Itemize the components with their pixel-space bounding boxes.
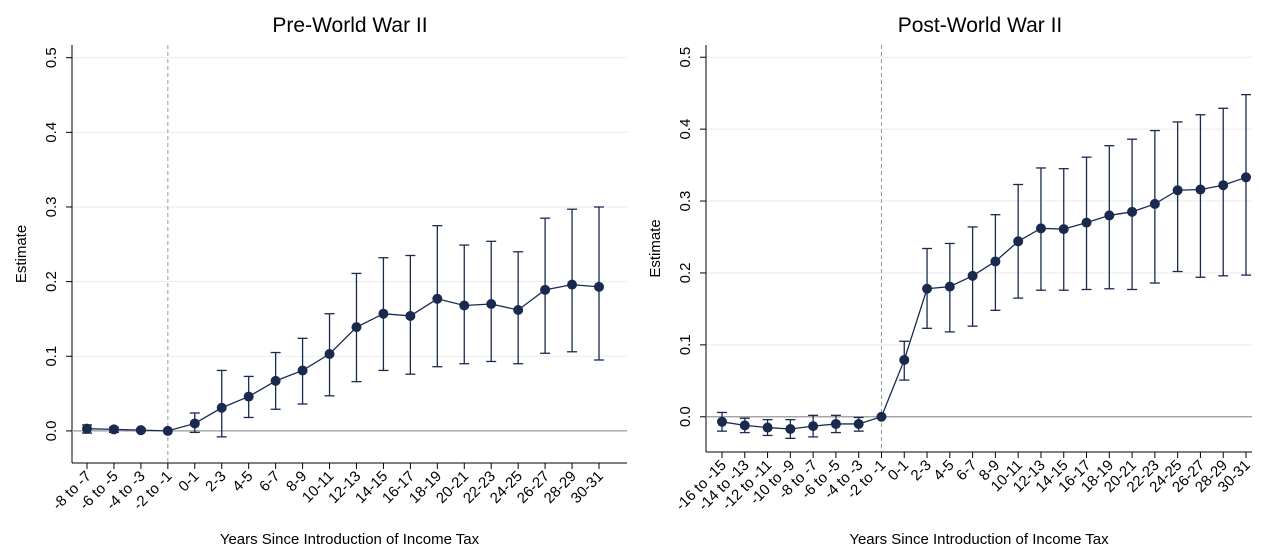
point: [324, 349, 335, 360]
point: [459, 300, 470, 311]
panel: Pre-World War II 0.0 0.1 0.2 0.3 0.4 0.5 Estima…: [13, 14, 627, 548]
point: [135, 425, 146, 436]
point: [270, 375, 281, 386]
point: [1218, 180, 1229, 191]
line: [86, 283, 600, 432]
point: [594, 281, 604, 292]
y-tick-label: 0.5: [43, 47, 60, 68]
point: [1241, 172, 1251, 183]
point: [1127, 206, 1138, 217]
y-tick-label: 0.1: [43, 346, 60, 367]
point: [785, 423, 796, 434]
point: [243, 391, 254, 402]
point: [967, 270, 978, 281]
point: [216, 402, 227, 413]
point: [162, 425, 173, 436]
point: [513, 304, 524, 315]
y-tick-label: 0.3: [677, 191, 694, 212]
y-tick-label: 0.2: [43, 271, 60, 292]
point: [990, 256, 1001, 267]
point: [1058, 224, 1069, 235]
point: [405, 310, 416, 321]
point: [432, 293, 443, 304]
chart-title: Post-World War II: [898, 14, 1063, 37]
point: [762, 422, 773, 433]
point: [567, 279, 578, 290]
error-bar: [1218, 107, 1229, 277]
y-tick-label: 0.4: [677, 119, 694, 140]
chart-title: Pre-World War II: [272, 14, 427, 37]
error-bar: [1241, 93, 1251, 276]
point: [922, 283, 933, 294]
point: [297, 365, 308, 376]
point: [351, 322, 362, 333]
point: [853, 418, 864, 429]
point: [540, 284, 551, 295]
x-axis-title: Years Since Introduction of Income Tax: [220, 531, 480, 548]
point: [876, 411, 887, 422]
point: [1104, 210, 1115, 221]
point: [1035, 223, 1046, 234]
point: [486, 299, 497, 310]
y-tick-label: 0.2: [677, 263, 694, 284]
point: [1172, 185, 1183, 196]
error-bar: [1195, 114, 1206, 278]
point: [717, 416, 727, 427]
y-tick-label: 0.3: [43, 197, 60, 218]
point: [1081, 217, 1092, 228]
x-axis-title: Years Since Introduction of Income Tax: [849, 531, 1109, 548]
x-tick-label: 2-3: [202, 468, 229, 495]
point: [108, 424, 119, 435]
x-tick-label: 4-5: [229, 468, 256, 495]
x-tick-label: 0-1: [175, 468, 202, 495]
point: [378, 308, 389, 319]
y-axis-title: Estimate: [647, 219, 664, 277]
point: [1195, 184, 1206, 195]
point: [1149, 198, 1160, 209]
point: [830, 418, 841, 429]
point: [739, 420, 750, 431]
point: [808, 421, 819, 432]
point: [899, 354, 910, 365]
point: [944, 281, 955, 292]
y-tick-label: 0.0: [677, 406, 694, 427]
error-bar: [1172, 121, 1183, 273]
line: [721, 176, 1247, 430]
panel: Post-World War II 0.0 0.1 0.2 0.3 0.4 0.5 Estim…: [647, 14, 1254, 548]
y-tick-label: 0.5: [677, 47, 694, 68]
point: [82, 423, 92, 434]
y-axis-title: Estimate: [13, 225, 30, 283]
x-tick-label: 6-7: [256, 468, 283, 495]
point: [189, 418, 200, 429]
y-tick-label: 0.0: [43, 420, 60, 441]
y-tick-label: 0.4: [43, 122, 60, 143]
y-tick-label: 0.1: [677, 334, 694, 355]
point: [1013, 236, 1024, 247]
